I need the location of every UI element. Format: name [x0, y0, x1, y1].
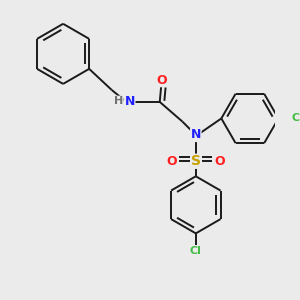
Text: H: H [114, 96, 123, 106]
Text: S: S [191, 154, 201, 168]
Text: N: N [190, 128, 201, 142]
Text: O: O [214, 155, 225, 168]
Text: N: N [124, 95, 135, 108]
Text: O: O [157, 74, 167, 87]
Text: Cl: Cl [190, 246, 202, 256]
Text: Cl: Cl [291, 113, 300, 124]
Text: O: O [167, 155, 177, 168]
